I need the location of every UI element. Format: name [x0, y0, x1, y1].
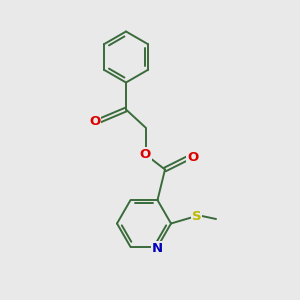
Text: S: S	[192, 209, 201, 223]
Text: O: O	[187, 151, 198, 164]
Text: O: O	[89, 115, 100, 128]
Text: N: N	[152, 242, 163, 255]
Text: O: O	[140, 148, 151, 161]
